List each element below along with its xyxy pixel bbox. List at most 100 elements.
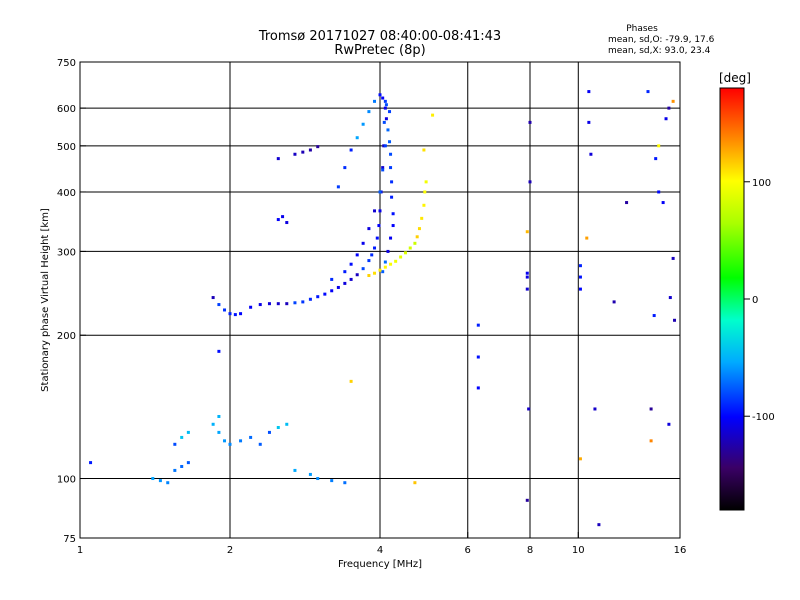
data-point [349,379,353,383]
data-point [330,277,334,281]
chart-subtitle: RwPretec (8p) [334,43,425,58]
data-point [249,305,253,309]
colorbar-label: [deg] [719,71,751,85]
data-point [597,523,601,527]
data-point [422,203,426,207]
data-point [316,295,320,299]
colorbar-tick-label: 0 [752,295,758,306]
data-point [384,117,388,121]
data-point [415,235,419,239]
data-point [228,442,232,446]
data-point [377,224,381,228]
data-point [382,120,386,124]
y-tick-label: 750 [57,58,76,69]
data-point [671,256,675,260]
data-point [399,255,403,259]
data-point [525,230,529,234]
y-tick-label: 500 [57,142,76,153]
data-point [330,289,334,293]
data-point [386,249,390,253]
data-point [671,99,675,103]
data-point [408,246,412,250]
data-point [383,99,387,103]
data-point [593,407,597,411]
x-axis-ticks: 1 2 4 6 8 10 16 [77,532,686,556]
data-point [166,481,170,485]
data-point [316,145,320,149]
data-point [285,221,289,225]
y-tick-label: 75 [63,534,76,545]
data-point [367,259,371,263]
data-point [258,303,262,307]
stats-heading: Phases [626,24,658,34]
data-point [349,262,353,266]
data-point [528,180,532,184]
data-point [625,201,629,205]
data-point [424,180,428,184]
data-point [578,264,582,268]
data-point [383,106,387,110]
data-point [367,274,371,278]
data-point [173,468,177,472]
data-point [217,414,221,418]
colorbar [719,87,745,511]
y-tick-label: 400 [57,188,76,199]
data-point [373,209,377,213]
data-point [654,157,658,161]
colorbar-ticks: 100 0 -100 [744,178,775,423]
data-point [355,136,359,140]
data-point [276,302,280,306]
data-point [349,148,353,152]
data-point [378,190,382,194]
data-point [389,152,393,156]
data-point [383,144,387,148]
data-point [476,355,480,359]
colorbar-tick-label: 100 [752,178,771,189]
data-point [239,312,243,316]
data-point [158,479,162,483]
x-axis-label: Frequency [MHz] [338,559,422,570]
data-point [388,140,392,144]
data-point [383,260,387,264]
data-point [423,190,427,194]
data-point [664,117,668,121]
data-point [649,407,653,411]
colorbar-tick-label: -100 [752,412,775,423]
data-point [578,287,582,291]
data-point [649,439,653,443]
data-point [249,435,253,439]
data-point [394,259,398,263]
data-point [652,314,656,318]
data-point [381,96,385,100]
data-point [422,148,426,152]
data-point [383,265,387,269]
data-point [370,253,374,257]
data-point [667,422,671,426]
data-point [361,241,365,245]
data-point [223,308,227,312]
data-point [673,318,677,322]
data-point [301,150,305,154]
data-point [186,430,190,434]
data-point [343,270,347,274]
data-point [527,407,531,411]
data-point [276,425,280,429]
data-point [281,215,285,219]
data-point [587,90,591,94]
data-point [228,312,232,316]
data-point [528,120,532,124]
x-tick-label: 6 [465,545,471,556]
data-point [657,190,661,194]
data-point [378,209,382,213]
data-point [285,422,289,426]
data-point [217,303,221,307]
y-axis-label: Stationary phase Virtual Height [km] [40,208,51,392]
stats-line-x: mean, sd,X: 93.0, 23.4 [608,46,711,56]
data-point [308,472,312,476]
data-point [525,498,529,502]
data-point [612,300,616,304]
data-point [223,439,227,443]
data-point [389,262,393,266]
data-point [267,302,271,306]
data-point [390,195,394,199]
